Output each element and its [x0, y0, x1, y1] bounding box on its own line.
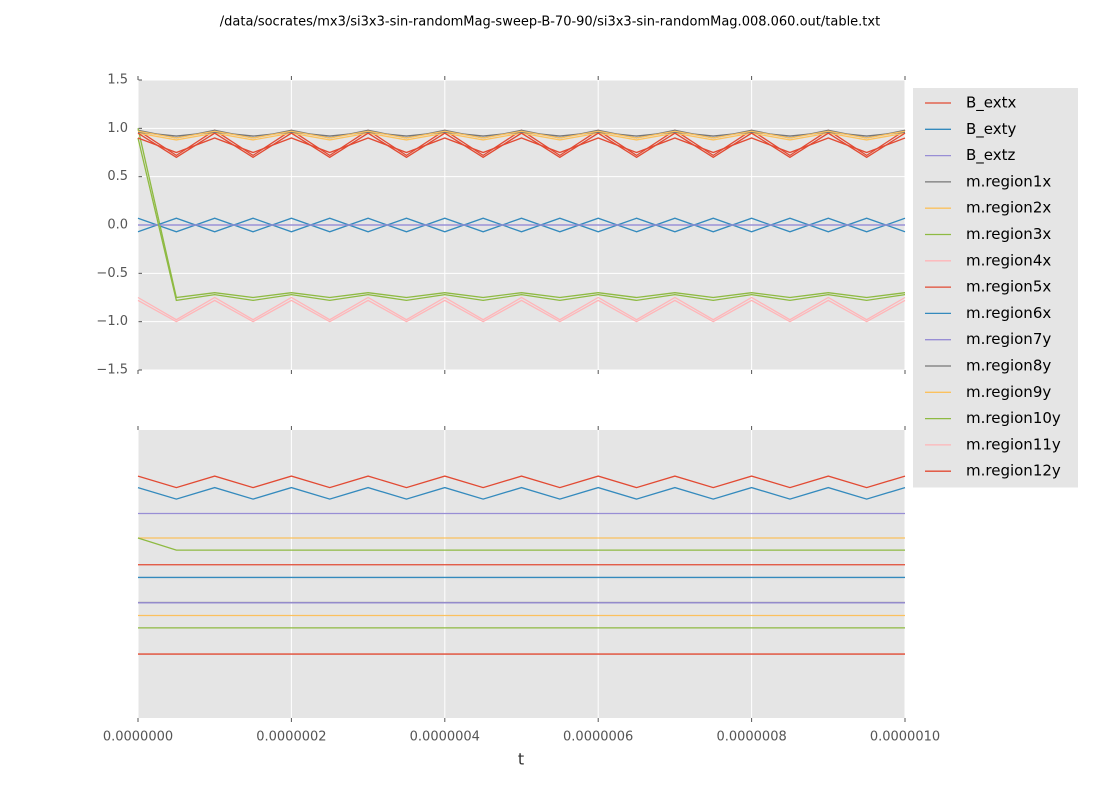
- x-axis-label: t: [518, 750, 524, 769]
- series-line: [137, 537, 905, 551]
- legend-label: m.region8y: [966, 357, 1051, 375]
- x-tick-label: 0.0000004: [410, 730, 480, 745]
- series-line: [137, 137, 906, 154]
- y-tick-label: 1.0: [107, 121, 128, 136]
- legend-label: B_extx: [966, 94, 1017, 113]
- series-line: [137, 130, 906, 139]
- legend-label: m.region12y: [966, 462, 1061, 480]
- y-tick-label: 0.0: [107, 218, 128, 233]
- series-line: [137, 299, 906, 323]
- x-tick-label: 0.0000010: [870, 730, 940, 745]
- legend-label: B_exty: [966, 120, 1017, 139]
- series-line: [137, 137, 906, 302]
- legend-label: B_extz: [966, 146, 1016, 165]
- series-line: [137, 217, 906, 233]
- series-line: [137, 296, 906, 321]
- legend-label: m.region9y: [966, 383, 1051, 401]
- series-line: [137, 475, 906, 489]
- series-line: [137, 131, 906, 137]
- y-tick-label: −1.5: [96, 363, 128, 378]
- y-tick-label: 0.5: [107, 169, 128, 184]
- x-tick-label: 0.0000002: [256, 730, 326, 745]
- legend-label: m.region2x: [966, 199, 1051, 217]
- y-tick-label: −0.5: [96, 266, 128, 281]
- chart-title: /data/socrates/mx3/si3x3-sin-randomMag-s…: [220, 15, 880, 30]
- series-line: [137, 486, 906, 500]
- legend-label: m.region5x: [966, 278, 1051, 296]
- series-line: [137, 132, 906, 159]
- series-line: [137, 128, 906, 299]
- legend-label: m.region6x: [966, 304, 1051, 322]
- series-line: [137, 217, 906, 233]
- legend-label: m.region4x: [966, 251, 1051, 269]
- x-tick-label: 0.0000000: [103, 730, 173, 745]
- y-tick-label: 1.5: [107, 73, 128, 88]
- legend-label: m.region7y: [966, 330, 1051, 348]
- legend-label: m.region3x: [966, 225, 1051, 243]
- legend-label: m.region1x: [966, 172, 1051, 190]
- legend-label: m.region10y: [966, 409, 1061, 427]
- y-tick-label: −1.0: [96, 314, 128, 329]
- x-tick-label: 0.0000008: [716, 730, 786, 745]
- x-tick-label: 0.0000006: [563, 730, 633, 745]
- legend-label: m.region11y: [966, 435, 1061, 453]
- plot-area: [138, 430, 905, 718]
